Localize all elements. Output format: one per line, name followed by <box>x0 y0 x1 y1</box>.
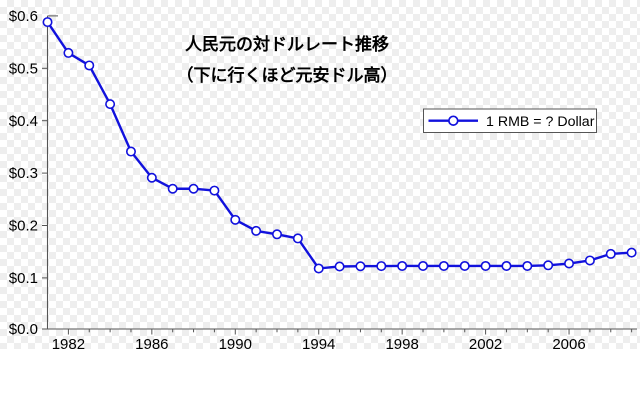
svg-text:$0.5: $0.5 <box>9 60 38 77</box>
svg-text:2002: 2002 <box>469 336 502 353</box>
svg-text:1 RMB = ? Dollar: 1 RMB = ? Dollar <box>486 114 595 130</box>
svg-text:1998: 1998 <box>385 336 418 353</box>
svg-text:1986: 1986 <box>135 336 168 353</box>
svg-text:1990: 1990 <box>219 336 252 353</box>
svg-text:$0.1: $0.1 <box>9 270 38 287</box>
svg-text:1994: 1994 <box>302 336 335 353</box>
svg-text:$0.2: $0.2 <box>9 218 38 235</box>
svg-text:$0.6: $0.6 <box>9 8 38 25</box>
svg-text:（下に行くほど元安ドル高）: （下に行くほど元安ドル高） <box>177 65 398 85</box>
svg-text:$0.4: $0.4 <box>9 113 38 130</box>
svg-text:2006: 2006 <box>552 336 585 353</box>
svg-text:$0.3: $0.3 <box>9 165 38 182</box>
svg-text:1982: 1982 <box>52 336 85 353</box>
svg-text:$0.0: $0.0 <box>9 321 38 338</box>
svg-text:人民元の対ドルレート推移: 人民元の対ドルレート推移 <box>185 34 389 54</box>
